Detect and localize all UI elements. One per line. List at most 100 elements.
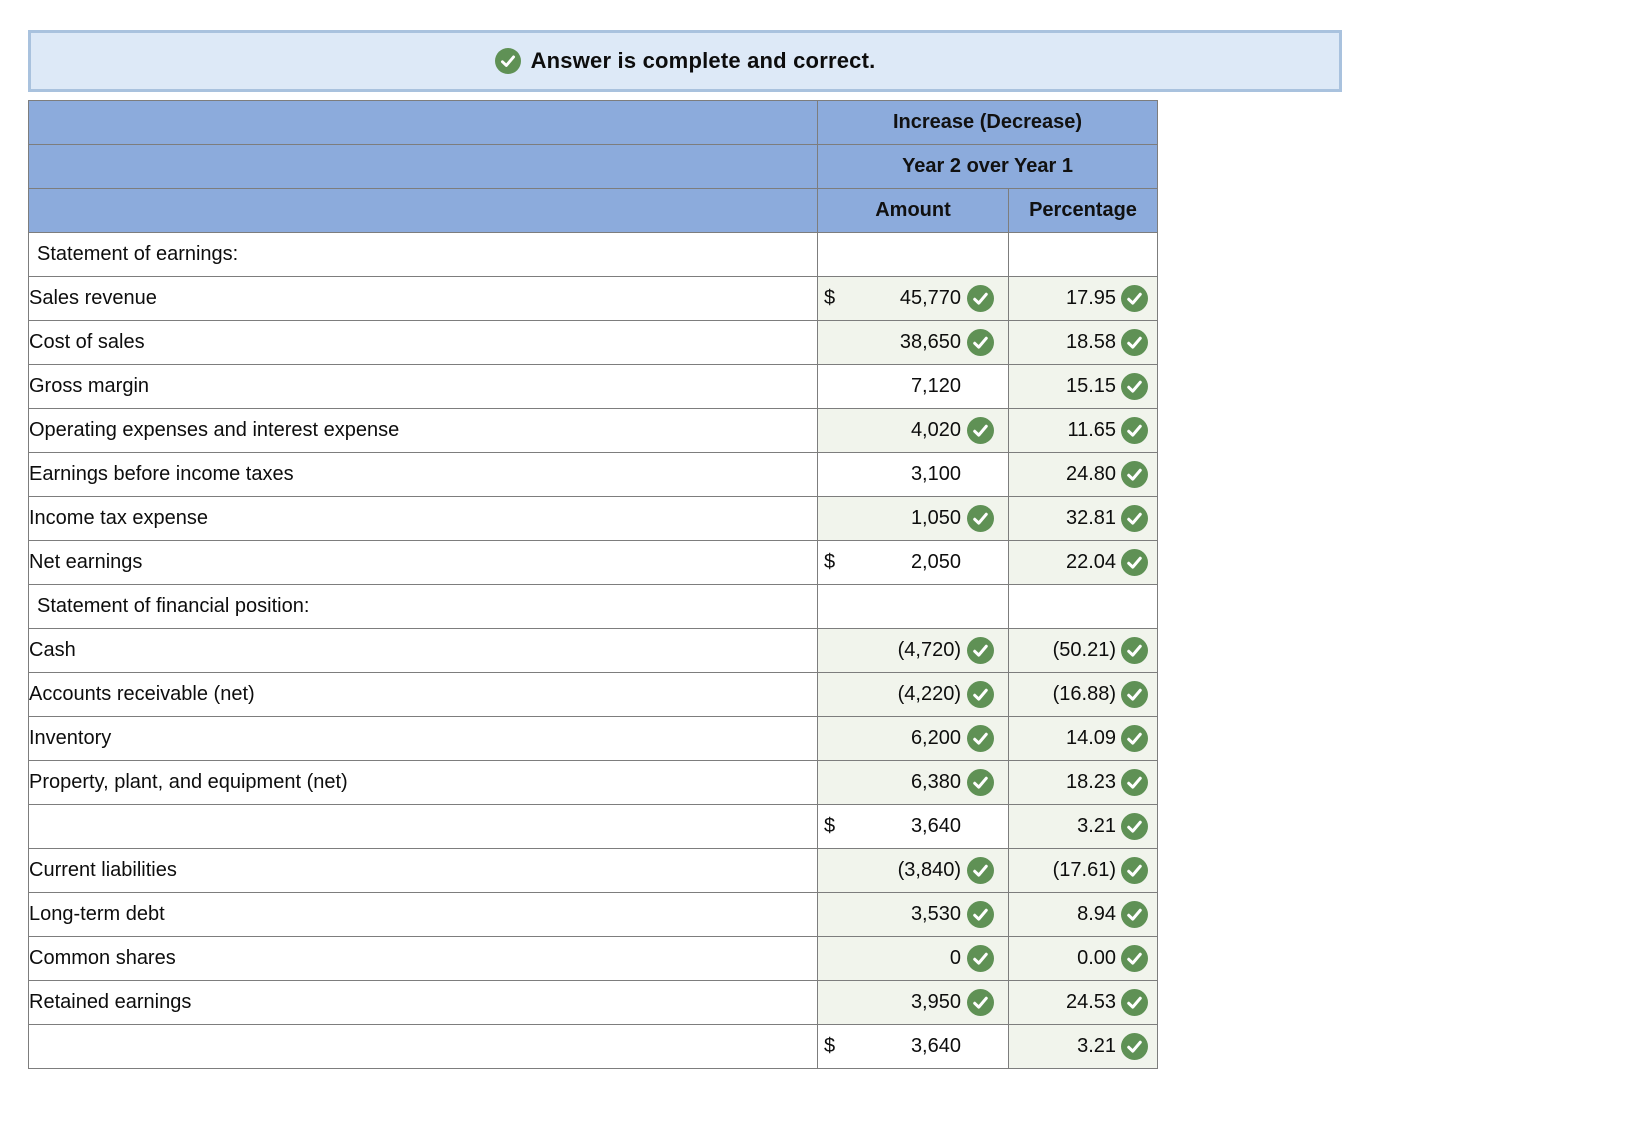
correct-check-icon xyxy=(1121,637,1154,664)
correct-check-icon xyxy=(967,637,1000,664)
correct-check-icon xyxy=(1121,681,1154,708)
percentage-value: 14.09 xyxy=(1065,727,1117,749)
row-label: Operating expenses and interest expense xyxy=(28,408,818,453)
correct-check-icon xyxy=(967,285,1000,312)
row-label: Cost of sales xyxy=(28,320,818,365)
percentage-cell xyxy=(1007,584,1159,629)
percentage-cell[interactable]: 14.09 xyxy=(1007,716,1159,761)
amount-cell[interactable]: 3,530 xyxy=(817,892,1009,937)
amount-cell[interactable]: 4,020 xyxy=(817,408,1009,453)
amount-cell: 3,100 xyxy=(817,452,1009,497)
amount-value: 38,650 xyxy=(899,331,961,353)
amount-cell[interactable]: 6,200 xyxy=(817,716,1009,761)
correct-check-icon xyxy=(1121,505,1154,532)
dollar-sign: $ xyxy=(824,551,836,573)
percentage-value: 15.15 xyxy=(1065,375,1117,397)
percentage-cell[interactable]: 15.15 xyxy=(1007,364,1159,409)
percentage-value: 3.21 xyxy=(1077,815,1117,837)
amount-cell[interactable]: (4,220) xyxy=(817,672,1009,717)
row-label: Earnings before income taxes xyxy=(28,452,818,497)
percentage-value: (17.61) xyxy=(1052,859,1117,881)
percentage-value: 18.58 xyxy=(1065,331,1117,353)
percentage-cell[interactable]: 22.04 xyxy=(1007,540,1159,585)
amount-value: 7,120 xyxy=(910,375,961,397)
percentage-cell[interactable]: 32.81 xyxy=(1007,496,1159,541)
table-row: Operating expenses and interest expense 4… xyxy=(28,408,1159,453)
amount-value: 3,950 xyxy=(910,991,961,1013)
amount-value: 45,770 xyxy=(899,287,961,309)
percentage-value: 11.65 xyxy=(1067,419,1117,441)
amount-cell xyxy=(817,232,1009,277)
row-label: Net earnings xyxy=(28,540,818,585)
amount-value: 6,200 xyxy=(910,727,961,749)
percentage-cell[interactable]: 0.00 xyxy=(1007,936,1159,981)
correct-check-icon xyxy=(967,989,1000,1016)
table-row: $3,640 3.21 xyxy=(28,804,1159,849)
amount-value: 3,100 xyxy=(910,463,961,485)
correct-check-icon xyxy=(1121,989,1154,1016)
correct-check-icon xyxy=(967,725,1000,752)
amount-cell[interactable]: $45,770 xyxy=(817,276,1009,321)
percentage-cell[interactable]: 11.65 xyxy=(1007,408,1159,453)
row-label xyxy=(28,1024,818,1069)
amount-cell: $2,050 xyxy=(817,540,1009,585)
amount-cell[interactable]: (4,720) xyxy=(817,628,1009,673)
header-increase-decrease: Increase (Decrease) xyxy=(816,100,1159,145)
dollar-sign: $ xyxy=(824,1035,836,1057)
table-row: Sales revenue $45,770 17.95 xyxy=(28,276,1159,321)
percentage-cell[interactable]: 18.23 xyxy=(1007,760,1159,805)
correct-check-icon xyxy=(967,945,1000,972)
percentage-cell[interactable]: 3.21 xyxy=(1007,804,1159,849)
table-row: Accounts receivable (net) (4,220) (16.88) xyxy=(28,672,1159,717)
percentage-cell[interactable]: 24.53 xyxy=(1007,980,1159,1025)
amount-value: 2,050 xyxy=(910,551,961,573)
correct-check-icon xyxy=(1121,857,1154,884)
amount-value: (3,840) xyxy=(897,859,961,881)
table-row: Property, plant, and equipment (net) 6,38… xyxy=(28,760,1159,805)
amount-cell[interactable]: (3,840) xyxy=(817,848,1009,893)
percentage-value: 24.53 xyxy=(1065,991,1117,1013)
percentage-value: 18.23 xyxy=(1065,771,1117,793)
row-label: Cash xyxy=(28,628,818,673)
correct-check-icon xyxy=(1121,945,1154,972)
percentage-cell[interactable]: (17.61) xyxy=(1007,848,1159,893)
table-row: Long-term debt 3,530 8.94 xyxy=(28,892,1159,937)
amount-value: 0 xyxy=(949,947,961,969)
amount-cell[interactable]: 3,950 xyxy=(817,980,1009,1025)
percentage-value: 8.94 xyxy=(1077,903,1117,925)
section-row: Statement of earnings: xyxy=(28,232,1159,277)
percentage-cell[interactable]: (50.21) xyxy=(1007,628,1159,673)
correct-check-icon xyxy=(967,505,1000,532)
amount-cell[interactable]: 6,380 xyxy=(817,760,1009,805)
section-row: Statement of financial position: xyxy=(28,584,1159,629)
row-label: Accounts receivable (net) xyxy=(28,672,818,717)
correct-check-icon xyxy=(1121,285,1154,312)
amount-value: 3,640 xyxy=(910,815,961,837)
table-row: Earnings before income taxes 3,100 24.80 xyxy=(28,452,1159,497)
header-row-3: Amount Percentage xyxy=(28,188,1159,233)
amount-value: 3,640 xyxy=(910,1035,961,1057)
amount-cell: 7,120 xyxy=(817,364,1009,409)
amount-value: 6,380 xyxy=(910,771,961,793)
percentage-cell[interactable]: 3.21 xyxy=(1007,1024,1159,1069)
amount-cell[interactable]: 38,650 xyxy=(817,320,1009,365)
table-row: Common shares 0 0.00 xyxy=(28,936,1159,981)
amount-cell[interactable]: 1,050 xyxy=(817,496,1009,541)
percentage-cell[interactable]: 24.80 xyxy=(1007,452,1159,497)
row-label: Inventory xyxy=(28,716,818,761)
correct-check-icon xyxy=(967,329,1000,356)
amount-cell[interactable]: 0 xyxy=(817,936,1009,981)
row-label: Income tax expense xyxy=(28,496,818,541)
percentage-cell[interactable]: 8.94 xyxy=(1007,892,1159,937)
correct-check-icon xyxy=(967,901,1000,928)
correct-check-icon xyxy=(1121,329,1154,356)
amount-value: (4,720) xyxy=(897,639,961,661)
section-label: Statement of earnings: xyxy=(28,232,818,277)
dollar-sign: $ xyxy=(824,287,836,309)
percentage-cell[interactable]: 18.58 xyxy=(1007,320,1159,365)
percentage-cell[interactable]: (16.88) xyxy=(1007,672,1159,717)
percentage-value: 24.80 xyxy=(1065,463,1117,485)
percentage-cell[interactable]: 17.95 xyxy=(1007,276,1159,321)
percentage-value: (16.88) xyxy=(1052,683,1117,705)
table-row: Cash (4,720) (50.21) xyxy=(28,628,1159,673)
